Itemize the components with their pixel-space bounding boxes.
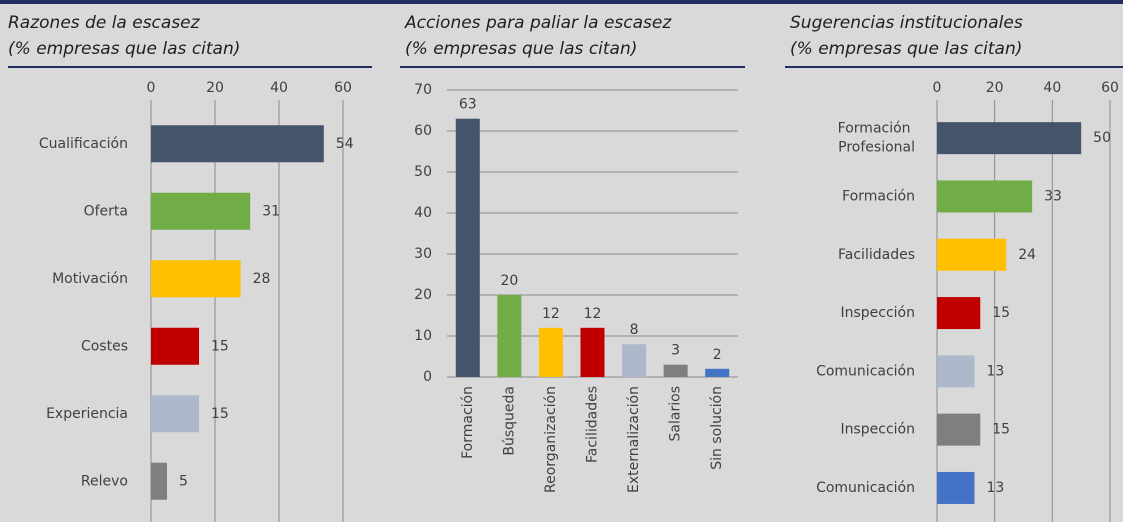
top-border <box>0 0 1123 4</box>
value-label: 54 <box>336 136 354 152</box>
y-tick-label: 60 <box>414 123 432 139</box>
value-label: 2 <box>713 347 722 363</box>
chart-title: Acciones para paliar la escasez <box>404 13 672 33</box>
bar <box>151 125 324 163</box>
x-tick-label: 20 <box>986 80 1004 96</box>
bar <box>622 344 647 377</box>
value-label: 3 <box>671 343 680 359</box>
category-label: Facilidades <box>838 247 915 263</box>
x-tick-label: 0 <box>933 80 942 96</box>
value-label: 8 <box>630 322 639 338</box>
bar <box>538 327 563 377</box>
bar <box>937 471 975 504</box>
value-label: 33 <box>1044 188 1062 204</box>
chart-subtitle: (% empresas que las citan) <box>8 39 240 59</box>
category-label: Comunicación <box>816 363 915 379</box>
bar <box>937 122 1082 155</box>
x-tick-label: 60 <box>1101 80 1119 96</box>
y-tick-label: 0 <box>423 369 432 385</box>
value-label: 15 <box>992 422 1010 438</box>
chart-title: Razones de la escasez <box>8 13 201 33</box>
category-label: Facilidades <box>585 386 601 463</box>
category-label: Oferta <box>84 203 128 219</box>
category-label: Externalización <box>626 386 642 493</box>
y-tick-label: 40 <box>414 205 432 221</box>
value-label: 20 <box>500 273 518 289</box>
bar <box>937 180 1033 213</box>
value-label: 13 <box>986 363 1004 379</box>
category-label: Búsqueda <box>501 386 517 456</box>
category-label: Inspección <box>840 422 915 438</box>
x-tick-label: 0 <box>147 80 156 96</box>
category-label: Reorganización <box>543 386 559 493</box>
bar <box>937 238 1007 271</box>
chart-title: Sugerencias institucionales <box>790 13 1023 33</box>
value-label: 31 <box>262 203 280 219</box>
value-label: 13 <box>986 480 1004 496</box>
y-tick-label: 50 <box>414 164 432 180</box>
value-label: 28 <box>253 271 271 287</box>
value-label: 24 <box>1018 247 1036 263</box>
category-label: Comunicación <box>816 480 915 496</box>
category-label: Salarios <box>668 386 684 441</box>
y-tick-label: 10 <box>414 328 432 344</box>
category-label: Costes <box>81 338 128 354</box>
category-label: Inspección <box>840 305 915 321</box>
bar <box>937 297 981 330</box>
bar <box>151 192 251 230</box>
bar <box>580 327 605 377</box>
value-label: 15 <box>992 305 1010 321</box>
category-label: Formación <box>460 386 476 459</box>
y-tick-label: 20 <box>414 287 432 303</box>
x-tick-label: 40 <box>1043 80 1061 96</box>
y-tick-label: 30 <box>414 246 432 262</box>
bar <box>937 413 981 446</box>
category-label: Cualificación <box>39 136 128 152</box>
value-label: 63 <box>459 97 477 113</box>
bar <box>937 355 975 388</box>
value-label: 12 <box>542 306 560 322</box>
bar <box>151 395 199 433</box>
value-label: 12 <box>584 306 602 322</box>
x-tick-label: 20 <box>206 80 224 96</box>
bar <box>663 364 688 377</box>
category-label: Formación Profesional <box>838 121 915 156</box>
category-label: Experiencia <box>46 406 128 422</box>
bar <box>455 118 480 377</box>
chart-subtitle: (% empresas que las citan) <box>790 39 1022 59</box>
bar <box>151 462 167 500</box>
bar <box>497 295 522 377</box>
value-label: 15 <box>211 338 229 354</box>
category-label: Motivación <box>52 271 128 287</box>
bar <box>151 327 199 365</box>
y-tick-label: 70 <box>414 82 432 98</box>
chart-subtitle: (% empresas que las citan) <box>405 39 637 59</box>
category-label: Relevo <box>81 473 128 489</box>
category-label: Sin solución <box>709 386 725 470</box>
bar <box>151 260 241 298</box>
value-label: 5 <box>179 473 188 489</box>
bar <box>705 368 730 377</box>
value-label: 50 <box>1093 130 1111 146</box>
x-tick-label: 60 <box>334 80 352 96</box>
x-tick-label: 40 <box>270 80 288 96</box>
category-label: Formación <box>842 188 915 204</box>
value-label: 15 <box>211 406 229 422</box>
